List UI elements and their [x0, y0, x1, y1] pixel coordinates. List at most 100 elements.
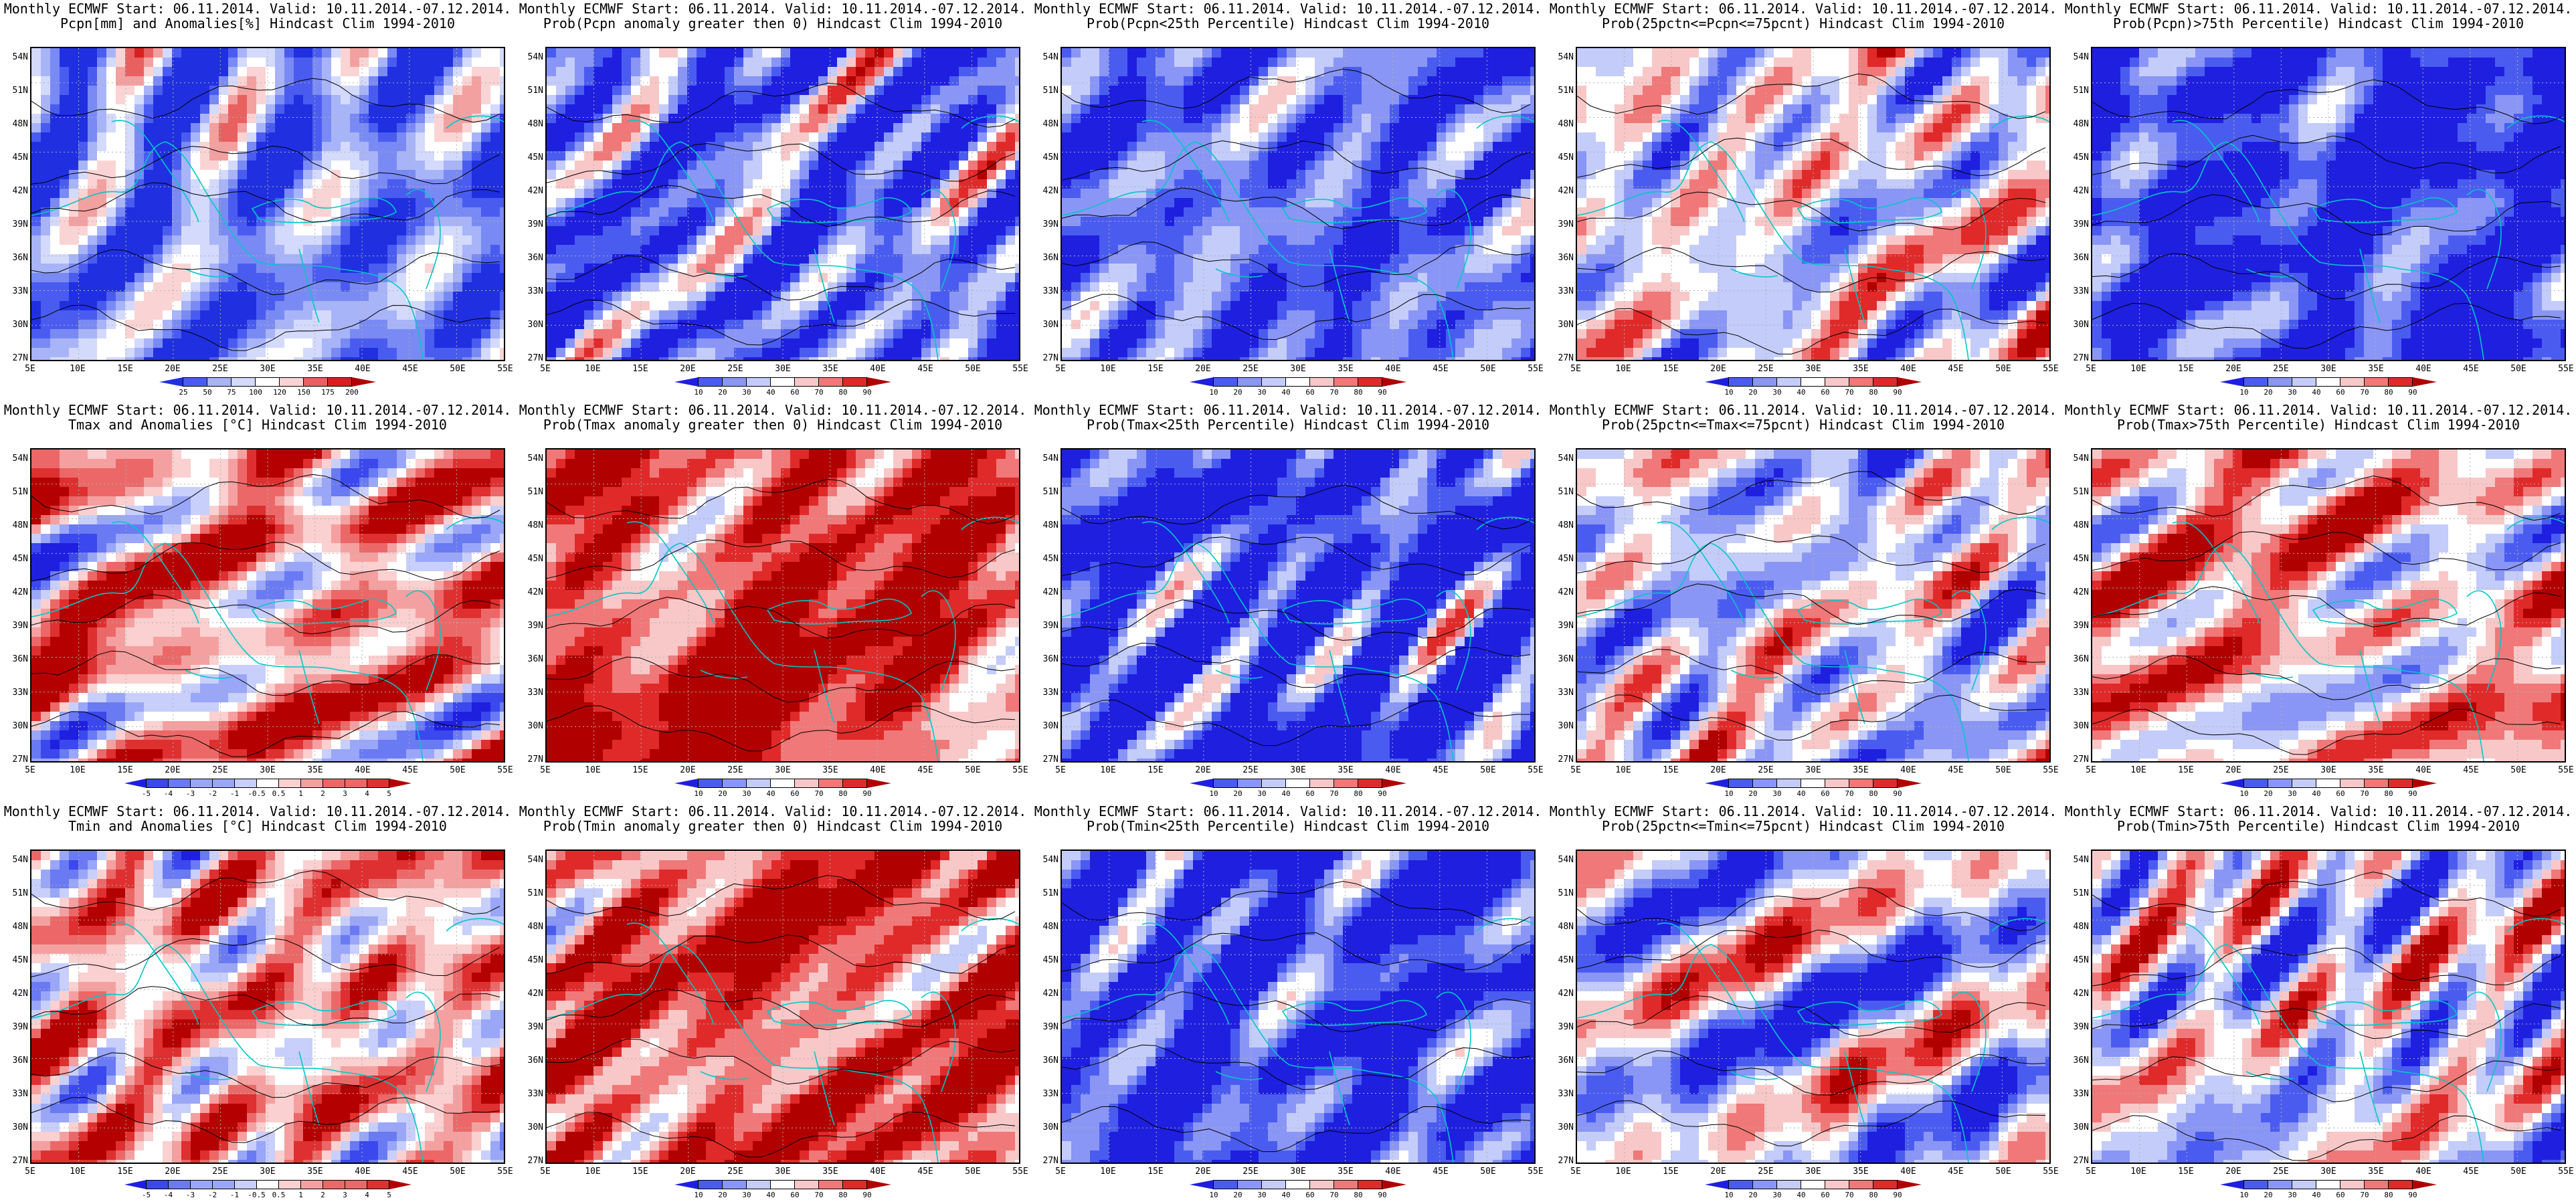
colorbar-segment — [2268, 1180, 2292, 1189]
colorbar-tick-label: 10 — [1719, 789, 1739, 798]
lon-tick-label: 25E — [1752, 1167, 1779, 1177]
colorbar-segment — [1213, 779, 1238, 788]
map-panel: Monthly ECMWF Start: 06.11.2014. Valid: … — [2061, 803, 2576, 1204]
colorbar-tick-label: 4 — [357, 789, 377, 798]
lat-tick-label: 51N — [518, 86, 543, 96]
map-canvas — [31, 48, 504, 360]
colorbar-tick-label: 80 — [1863, 1191, 1883, 1199]
colorbar — [2220, 377, 2437, 387]
lon-tick-label: 35E — [2363, 364, 2389, 374]
lat-tick-label: 48N — [2063, 119, 2089, 129]
colorbar-tick-label: 10 — [2234, 789, 2254, 798]
colorbar-tick-label: 20 — [713, 1191, 733, 1199]
panel-variable: Tmax and Anomalies [°C] — [68, 417, 254, 433]
lon-tick-label: 40E — [1380, 765, 1406, 775]
colorbar-segment — [124, 1180, 147, 1189]
lon-tick-label: 45E — [912, 364, 939, 374]
panel-subtitle: Tmax and Anomalies [°C] Hindcast Clim 19… — [0, 417, 515, 432]
colorbar-tick-label: 60 — [1300, 388, 1320, 397]
map-canvas — [547, 449, 1019, 761]
colorbar-tick-label: 60 — [785, 388, 805, 397]
panel-subtitle: Prob(25pctn<=Tmax<=75pcnt) Hindcast Clim… — [1546, 417, 2061, 432]
lat-tick-label: 51N — [1033, 86, 1059, 96]
map-panel: Monthly ECMWF Start: 06.11.2014. Valid: … — [1030, 0, 1546, 401]
lon-tick-label: 25E — [207, 364, 234, 374]
colorbar-segment — [1190, 377, 1214, 387]
panel-subtitle: Prob(Tmin>75th Percentile) Hindcast Clim… — [2061, 819, 2576, 833]
lat-tick-label: 54N — [2063, 454, 2089, 464]
colorbar-tick-label: 40 — [761, 1191, 781, 1199]
panel-subtitle: Prob(25pctn<=Tmin<=75pcnt) Hindcast Clim… — [1546, 819, 2061, 833]
lat-tick-label: 36N — [2063, 654, 2089, 664]
colorbar-tick-label: 90 — [1372, 388, 1392, 397]
colorbar-segment — [1873, 1180, 1898, 1189]
panel-variable: Tmin and Anomalies [°C] — [68, 818, 254, 834]
colorbar-tick-label: 100 — [246, 388, 266, 397]
colorbar-segment — [1309, 377, 1334, 387]
panel-variable: Prob(25pctn<=Tmin<=75pcnt) — [1602, 818, 1811, 834]
lon-tick-label: 5E — [1562, 765, 1589, 775]
lon-tick-label: 40E — [864, 364, 891, 374]
colorbar-segment — [2388, 779, 2413, 788]
lon-tick-label: 35E — [817, 1167, 844, 1177]
lon-tick-label: 20E — [2220, 765, 2247, 775]
colorbar-tick-label: 30 — [2282, 1191, 2302, 1199]
colorbar — [2220, 1180, 2437, 1189]
colorbar-tick-label: 90 — [857, 1191, 877, 1199]
lat-tick-label: 39N — [1548, 1022, 1574, 1032]
panel-title: Monthly ECMWF Start: 06.11.2014. Valid: … — [2061, 403, 2576, 417]
lat-tick-label: 42N — [3, 186, 28, 196]
lon-tick-label: 30E — [2315, 765, 2342, 775]
panel-climate-period: Hindcast Clim 1994-2010 — [1819, 818, 2005, 834]
lat-tick-label: 36N — [3, 654, 28, 664]
colorbar-segment — [366, 1180, 389, 1189]
colorbar-tick-label: 70 — [1324, 388, 1344, 397]
panel-climate-period: Hindcast Clim 1994-2010 — [1819, 417, 2005, 433]
colorbar-segment — [1825, 1180, 1849, 1189]
lat-tick-label: 33N — [518, 286, 543, 296]
colorbar-segment — [234, 1180, 257, 1189]
colorbar-tick-label: 70 — [2355, 789, 2375, 798]
lat-tick-label: 30N — [1548, 320, 1574, 330]
panel-title: Monthly ECMWF Start: 06.11.2014. Valid: … — [1030, 403, 1546, 417]
colorbar-segment — [1705, 377, 1729, 387]
lon-tick-label: 30E — [1285, 1167, 1311, 1177]
lat-tick-label: 27N — [3, 1156, 28, 1166]
lon-tick-label: 15E — [1657, 1167, 1684, 1177]
anomaly-map — [545, 448, 1020, 763]
lat-tick-label: 54N — [1548, 855, 1574, 865]
colorbar-tick-label: 80 — [833, 388, 853, 397]
colorbar-segment — [2340, 779, 2365, 788]
colorbar-segment — [770, 779, 795, 788]
lon-tick-label: 5E — [1562, 364, 1589, 374]
colorbar-segment — [1801, 1180, 1825, 1189]
panel-variable: Prob(Pcpn<25th Percentile) — [1087, 15, 1296, 31]
lat-tick-label: 42N — [518, 989, 543, 999]
lat-tick-label: 42N — [3, 989, 28, 999]
lon-tick-label: 25E — [722, 1167, 749, 1177]
lat-tick-label: 42N — [1033, 587, 1059, 597]
panel-title: Monthly ECMWF Start: 06.11.2014. Valid: … — [0, 804, 515, 819]
colorbar-segment — [278, 779, 301, 788]
colorbar-segment — [842, 779, 867, 788]
anomaly-map — [1061, 47, 1536, 361]
colorbar-tick-label: 60 — [1815, 388, 1835, 397]
colorbar-segment — [256, 779, 279, 788]
map-panel: Monthly ECMWF Start: 06.11.2014. Valid: … — [515, 401, 1030, 803]
colorbar-tick-label: 2 — [313, 789, 333, 798]
lon-tick-label: 15E — [1142, 364, 1169, 374]
lat-tick-label: 48N — [1548, 520, 1574, 530]
lat-tick-label: 51N — [518, 888, 543, 898]
panel-variable: Prob(Tmin<25th Percentile) — [1087, 818, 1296, 834]
colorbar-segment — [145, 779, 169, 788]
colorbar-tick-label: 90 — [1888, 388, 1908, 397]
lon-tick-label: 40E — [1895, 765, 1922, 775]
colorbar-segment — [1705, 779, 1729, 788]
colorbar-segment — [1261, 1180, 1286, 1189]
lat-tick-label: 36N — [1548, 1056, 1574, 1066]
lon-tick-label: 30E — [1285, 765, 1311, 775]
colorbar — [159, 377, 376, 387]
colorbar-tick-label: -0.5 — [247, 789, 267, 798]
panel-climate-period: Hindcast Clim 1994-2010 — [817, 818, 1002, 834]
lon-tick-label: 5E — [2078, 765, 2104, 775]
